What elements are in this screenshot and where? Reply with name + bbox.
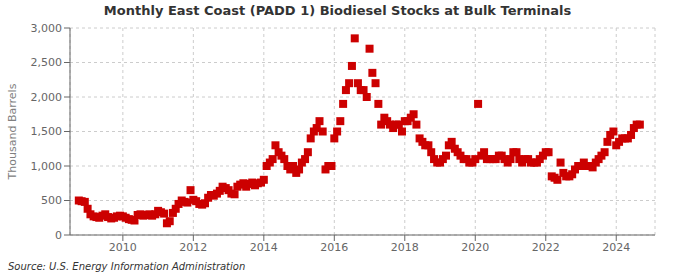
svg-text:500: 500 [41, 194, 62, 207]
svg-text:2018: 2018 [391, 241, 419, 254]
svg-text:2016: 2016 [320, 241, 348, 254]
svg-text:2,000: 2,000 [31, 91, 63, 104]
svg-text:3,000: 3,000 [31, 22, 63, 35]
svg-text:2020: 2020 [461, 241, 489, 254]
svg-text:2010: 2010 [109, 241, 137, 254]
svg-text:1,500: 1,500 [31, 125, 63, 138]
svg-text:2014: 2014 [250, 241, 278, 254]
svg-text:2024: 2024 [602, 241, 630, 254]
svg-text:Thousand Barrels: Thousand Barrels [8, 83, 19, 180]
svg-text:2012: 2012 [179, 241, 207, 254]
html-text:Source: U.S. Energy Informatio: Source: U.S. Energy Information Administ… [8, 261, 246, 272]
html-text:Monthly East Coast (PADD 1) Bi: Monthly East Coast (PADD 1) Biodiesel St… [103, 3, 572, 18]
svg-text:2,500: 2,500 [31, 56, 63, 69]
svg-text:2022: 2022 [532, 241, 560, 254]
svg-text:1,000: 1,000 [31, 160, 63, 173]
svg-text:0: 0 [55, 229, 62, 242]
